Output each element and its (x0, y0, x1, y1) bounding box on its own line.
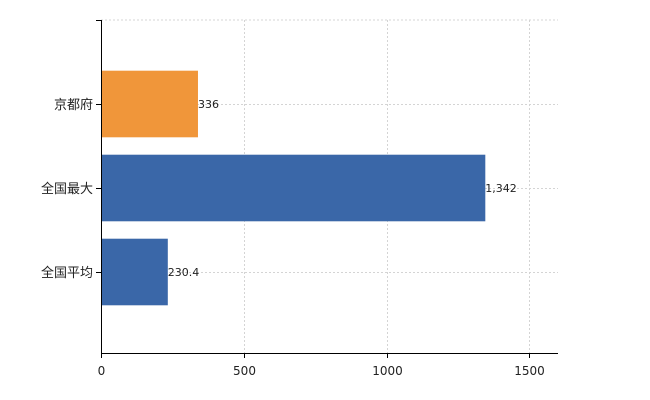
x-tick-label-1000: 1000 (372, 364, 403, 378)
x-tick-label-500: 500 (233, 364, 256, 378)
bars (102, 70, 486, 306)
bar-1 (102, 154, 486, 222)
bar-0 (102, 70, 198, 138)
labels: 0 500 1000 1500 336 京都府 1,342 全国最大 230.4 全国平均 (41, 98, 545, 378)
axes (96, 20, 558, 358)
data-label-2: 230.4 (168, 266, 200, 279)
category-label-1: 全国最大 (41, 181, 93, 197)
data-label-1: 1,342 (485, 182, 516, 195)
category-label-0: 京都府 (54, 98, 93, 113)
x-tick-label-1500: 1500 (514, 364, 545, 378)
bar-2 (102, 238, 168, 306)
category-label-2: 全国平均 (41, 265, 93, 281)
data-label-0: 336 (198, 98, 219, 111)
x-tick-label-0: 0 (98, 364, 106, 378)
